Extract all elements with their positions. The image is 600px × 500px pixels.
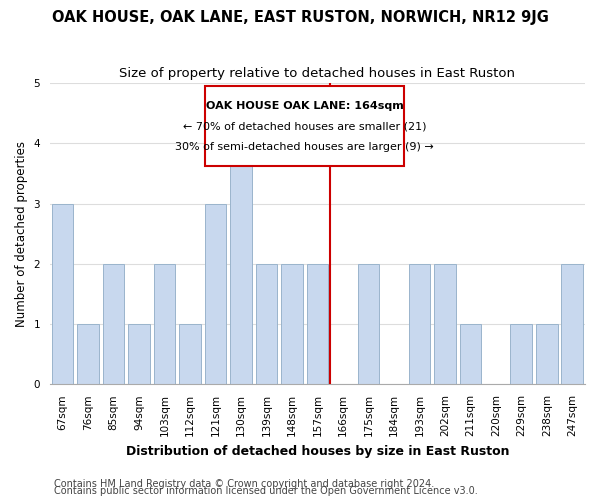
Bar [358,264,379,384]
Bar [307,264,328,384]
Bar [128,324,150,384]
Bar [154,264,175,384]
Text: ← 70% of detached houses are smaller (21): ← 70% of detached houses are smaller (21… [183,121,427,131]
Bar [52,204,73,384]
Text: OAK HOUSE OAK LANE: 164sqm: OAK HOUSE OAK LANE: 164sqm [206,100,404,110]
Bar [256,264,277,384]
Bar [409,264,430,384]
Bar [230,144,252,384]
Bar [179,324,201,384]
Bar [205,204,226,384]
Bar [434,264,455,384]
Text: OAK HOUSE, OAK LANE, EAST RUSTON, NORWICH, NR12 9JG: OAK HOUSE, OAK LANE, EAST RUSTON, NORWIC… [52,10,548,25]
Bar [460,324,481,384]
Bar [103,264,124,384]
Text: Contains public sector information licensed under the Open Government Licence v3: Contains public sector information licen… [54,486,478,496]
Text: 30% of semi-detached houses are larger (9) →: 30% of semi-detached houses are larger (… [175,142,434,152]
Bar [536,324,557,384]
Y-axis label: Number of detached properties: Number of detached properties [15,140,28,326]
Bar [511,324,532,384]
Bar [562,264,583,384]
Bar [77,324,99,384]
Bar [281,264,303,384]
Title: Size of property relative to detached houses in East Ruston: Size of property relative to detached ho… [119,68,515,80]
X-axis label: Distribution of detached houses by size in East Ruston: Distribution of detached houses by size … [126,444,509,458]
FancyBboxPatch shape [205,86,404,166]
Text: Contains HM Land Registry data © Crown copyright and database right 2024.: Contains HM Land Registry data © Crown c… [54,479,434,489]
